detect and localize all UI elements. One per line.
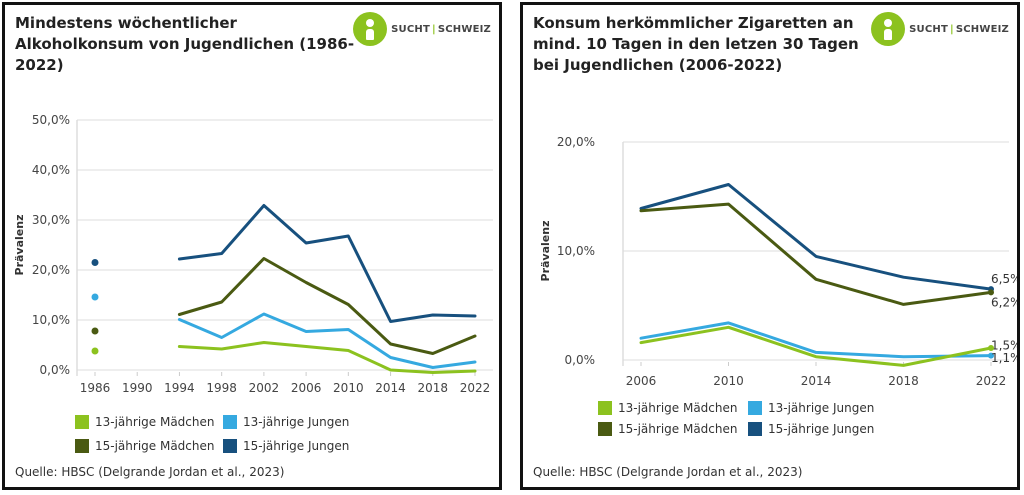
data-point-15-jaehrige-maedchen (91, 327, 99, 335)
y-tick-label: 0,0% (40, 363, 71, 377)
x-tick-label: 2010 (333, 381, 364, 395)
legend-swatch (748, 401, 762, 415)
x-tick-label: 2006 (291, 381, 322, 395)
data-point-15-jaehrige-jungen (91, 259, 99, 266)
logo-person-icon (871, 12, 906, 46)
legend-label: 15-jährige Jungen (243, 439, 350, 453)
end-point-13-jaehrige-maedchen (988, 345, 994, 352)
x-tick-label: 1990 (122, 381, 153, 395)
legend-item-15-jaehrige-jungen: 15-jährige Jungen (748, 422, 874, 436)
chart-title: Konsum herkömmlicher Zigaretten an mind.… (533, 14, 859, 74)
x-tick-label: 2022 (460, 381, 491, 395)
legend-item-15-jaehrige-maedchen: 15-jährige Mädchen (598, 422, 738, 436)
cigarette-chart-panel: Konsum herkömmlicher Zigaretten an mind.… (520, 2, 1020, 490)
alcohol-line-chart: 0,0% 10,0% 20,0% 30,0% 40,0% 50,0% Prävalenz 19… (13, 113, 493, 395)
end-value-label: 6,5% (991, 272, 1017, 286)
legend-swatch (748, 422, 762, 436)
y-tick-label: 50,0% (32, 113, 70, 127)
chart-title: Mindestens wöchentlicher Alkoholkonsum v… (15, 14, 355, 74)
y-tick-label: 10,0% (557, 244, 595, 258)
y-axis-label: Prävalenz (13, 215, 26, 276)
x-tick-label: 2002 (249, 381, 280, 395)
y-tick-label: 30,0% (32, 213, 70, 227)
legend-label: 15-jährige Mädchen (618, 422, 738, 436)
series-line-15-jaehrige-jungen (639, 183, 993, 291)
y-tick-label: 20,0% (557, 135, 595, 149)
x-tick-label: 2018 (888, 374, 919, 388)
data-point-13-jaehrige-maedchen (91, 347, 99, 355)
source-note: Quelle: HBSC (Delgrande Jordan et al., 2… (15, 465, 285, 479)
end-point-15-jaehrige-maedchen (988, 289, 994, 296)
x-tick-label: 2014 (801, 374, 832, 388)
source-note: Quelle: HBSC (Delgrande Jordan et al., 2… (533, 465, 803, 479)
legend-label: 13-jährige Jungen (768, 401, 875, 415)
brand-logo: SUCHT | SCHWEIZ (871, 11, 1009, 47)
series-line-15-jaehrige-maedchen (177, 257, 477, 355)
end-value-label: 1,5% (991, 339, 1017, 353)
data-point-13-jaehrige-jungen (91, 293, 99, 301)
x-tick-label: 1998 (206, 381, 237, 395)
legend-item-15-jaehrige-jungen: 15-jährige Jungen (223, 439, 349, 453)
logo-wordmark: SUCHT | SCHWEIZ (909, 23, 1009, 35)
legend-item-13-jaehrige-maedchen: 13-jährige Mädchen (598, 401, 738, 415)
logo-person-icon (353, 12, 388, 46)
legend-swatch (598, 401, 612, 415)
y-axis-label: Prävalenz (539, 221, 552, 282)
end-value-label: 6,2% (991, 295, 1017, 309)
series-line-15-jaehrige-jungen (177, 204, 477, 323)
y-tick-label: 0,0% (565, 353, 596, 367)
end-value-label: 1,1% (991, 351, 1017, 365)
y-tick-label: 20,0% (32, 263, 70, 277)
series-line-13-jaehrige-maedchen (177, 341, 477, 374)
x-tick-label: 1986 (80, 381, 111, 395)
legend-label: 13-jährige Mädchen (95, 415, 215, 429)
legend-label: 15-jährige Mädchen (95, 439, 215, 453)
x-tick-label: 2022 (976, 374, 1007, 388)
x-tick-label: 2014 (375, 381, 406, 395)
legend-label: 15-jährige Jungen (768, 422, 875, 436)
legend-item-15-jaehrige-maedchen: 15-jährige Mädchen (75, 439, 215, 453)
legend-item-13-jaehrige-jungen: 13-jährige Jungen (223, 415, 349, 429)
x-tick-label: 2018 (418, 381, 449, 395)
alcohol-chart-panel: Mindestens wöchentlicher Alkoholkonsum v… (2, 2, 502, 490)
series-line-13-jaehrige-jungen (177, 312, 477, 369)
legend-item-13-jaehrige-jungen: 13-jährige Jungen (748, 401, 874, 415)
end-point-13-jaehrige-jungen (988, 352, 994, 359)
series-line-13-jaehrige-maedchen (639, 325, 993, 367)
logo-wordmark: SUCHT | SCHWEIZ (391, 23, 491, 35)
legend-swatch (75, 439, 89, 453)
legend-swatch (223, 415, 237, 429)
cigarette-line-chart: 0,0% 10,0% 20,0% Prävalenz 2006 2010 2014 2018 2… (539, 135, 1017, 388)
y-tick-label: 10,0% (32, 313, 70, 327)
legend-label: 13-jährige Mädchen (618, 401, 738, 415)
legend-item-13-jaehrige-maedchen: 13-jährige Mädchen (75, 415, 215, 429)
brand-logo: SUCHT | SCHWEIZ (353, 11, 491, 47)
legend-swatch (75, 415, 89, 429)
legend-swatch (598, 422, 612, 436)
series-line-15-jaehrige-maedchen (639, 202, 993, 306)
series-line-13-jaehrige-jungen (639, 321, 993, 359)
x-tick-label: 1994 (164, 381, 195, 395)
x-tick-label: 2010 (713, 374, 744, 388)
legend-swatch (223, 439, 237, 453)
legend-label: 13-jährige Jungen (243, 415, 350, 429)
y-tick-label: 40,0% (32, 163, 70, 177)
x-tick-label: 2006 (626, 374, 657, 388)
